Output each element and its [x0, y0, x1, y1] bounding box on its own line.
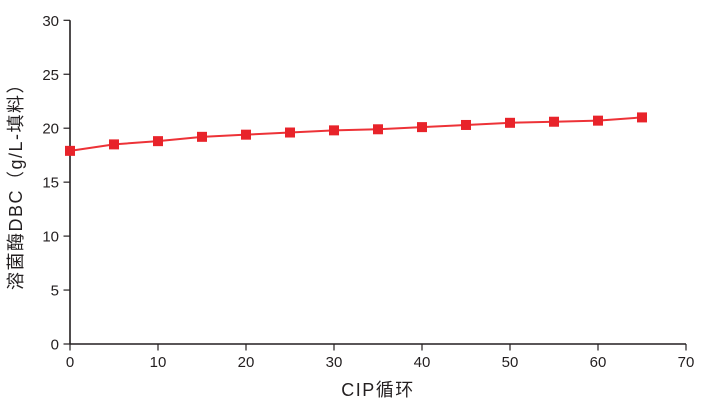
data-point-marker [241, 129, 251, 140]
x-tick-label: 60 [590, 354, 607, 371]
x-tick-label: 20 [238, 354, 255, 371]
data-point-marker [65, 145, 75, 156]
x-tick-label: 50 [502, 354, 519, 371]
y-tick-label: 10 [42, 229, 59, 246]
y-axis-title: 溶菌酶DBC（g/L-填料） [6, 74, 26, 290]
x-axis-title: CIP循环 [341, 380, 415, 400]
x-tick-label: 10 [150, 354, 167, 371]
x-tick-label: 70 [678, 354, 695, 371]
x-tick-label: 30 [326, 354, 343, 371]
y-tick-label: 20 [42, 121, 59, 138]
axes-layer: 0 5 10 15 20 25 30 0 10 20 30 40 50 60 70 [42, 13, 694, 371]
data-point-marker [153, 136, 163, 147]
y-tick-label: 25 [42, 67, 59, 84]
y-tick-label: 30 [42, 13, 59, 30]
data-point-marker [549, 116, 559, 127]
data-point-marker [505, 117, 515, 128]
y-tick-label: 0 [51, 337, 59, 354]
data-point-marker [373, 124, 383, 135]
data-series-layer [65, 112, 647, 156]
data-point-marker [329, 125, 339, 136]
data-point-marker [285, 127, 295, 138]
data-point-marker [593, 115, 603, 126]
data-point-marker [197, 131, 207, 142]
y-tick-label: 5 [51, 283, 59, 300]
data-point-marker [417, 122, 427, 133]
trend-line [69, 116, 643, 152]
data-point-marker [637, 112, 647, 123]
data-point-marker [109, 139, 119, 150]
y-tick-label: 15 [42, 175, 59, 192]
data-point-marker [461, 119, 471, 130]
x-tick-label: 0 [66, 354, 74, 371]
x-tick-label: 40 [414, 354, 431, 371]
